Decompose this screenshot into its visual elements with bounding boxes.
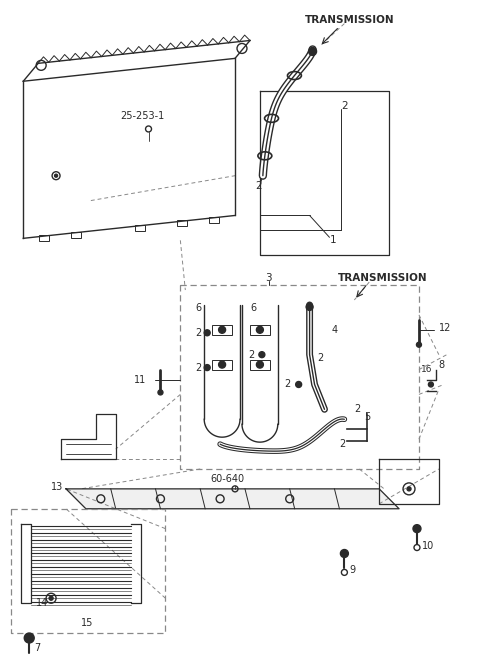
Bar <box>212 325 232 335</box>
Bar <box>71 232 81 237</box>
Circle shape <box>429 382 433 387</box>
Bar <box>135 225 144 231</box>
Circle shape <box>296 382 301 388</box>
Circle shape <box>413 525 421 533</box>
Circle shape <box>204 330 210 336</box>
Circle shape <box>218 326 226 333</box>
Text: 2: 2 <box>354 404 360 415</box>
Bar <box>177 220 187 226</box>
Circle shape <box>306 304 313 310</box>
Text: 7: 7 <box>34 643 40 653</box>
Text: 2: 2 <box>195 363 202 373</box>
Text: 2: 2 <box>255 180 262 191</box>
Circle shape <box>24 633 34 643</box>
Text: 60-640: 60-640 <box>210 474 244 484</box>
Circle shape <box>340 550 348 558</box>
Text: 15: 15 <box>81 618 93 628</box>
Circle shape <box>158 390 163 395</box>
Text: 16: 16 <box>421 365 432 374</box>
Text: 2: 2 <box>339 439 346 449</box>
Text: 2: 2 <box>248 350 254 359</box>
Circle shape <box>407 487 411 491</box>
Bar <box>250 325 270 335</box>
Circle shape <box>309 47 316 55</box>
Text: 10: 10 <box>422 541 434 550</box>
Circle shape <box>256 361 264 368</box>
Text: 12: 12 <box>439 323 451 333</box>
Text: 2: 2 <box>195 328 202 338</box>
Text: 14: 14 <box>36 598 48 608</box>
Bar <box>39 235 49 241</box>
Text: 3: 3 <box>265 273 272 283</box>
Circle shape <box>204 365 210 371</box>
Bar <box>250 359 270 369</box>
Circle shape <box>256 326 264 333</box>
Bar <box>209 216 219 223</box>
Text: 9: 9 <box>349 565 356 575</box>
Text: 5: 5 <box>364 412 371 422</box>
Text: 2: 2 <box>318 353 324 363</box>
Circle shape <box>259 352 265 358</box>
Circle shape <box>417 342 421 347</box>
Bar <box>212 359 232 369</box>
Text: 6: 6 <box>195 303 202 313</box>
Text: 2: 2 <box>341 101 348 111</box>
Text: 11: 11 <box>133 375 146 384</box>
Text: 4: 4 <box>332 325 337 335</box>
Text: 8: 8 <box>439 359 445 369</box>
Circle shape <box>55 174 58 177</box>
Circle shape <box>49 596 53 600</box>
Text: 1: 1 <box>329 236 336 245</box>
Text: 2: 2 <box>285 379 291 390</box>
Polygon shape <box>66 489 399 509</box>
Text: 25-253-1: 25-253-1 <box>120 111 165 121</box>
Text: 13: 13 <box>51 482 63 492</box>
Circle shape <box>218 361 226 368</box>
Text: TRANSMISSION: TRANSMISSION <box>337 273 427 283</box>
Text: 6: 6 <box>250 303 256 313</box>
Text: TRANSMISSION: TRANSMISSION <box>305 14 394 25</box>
